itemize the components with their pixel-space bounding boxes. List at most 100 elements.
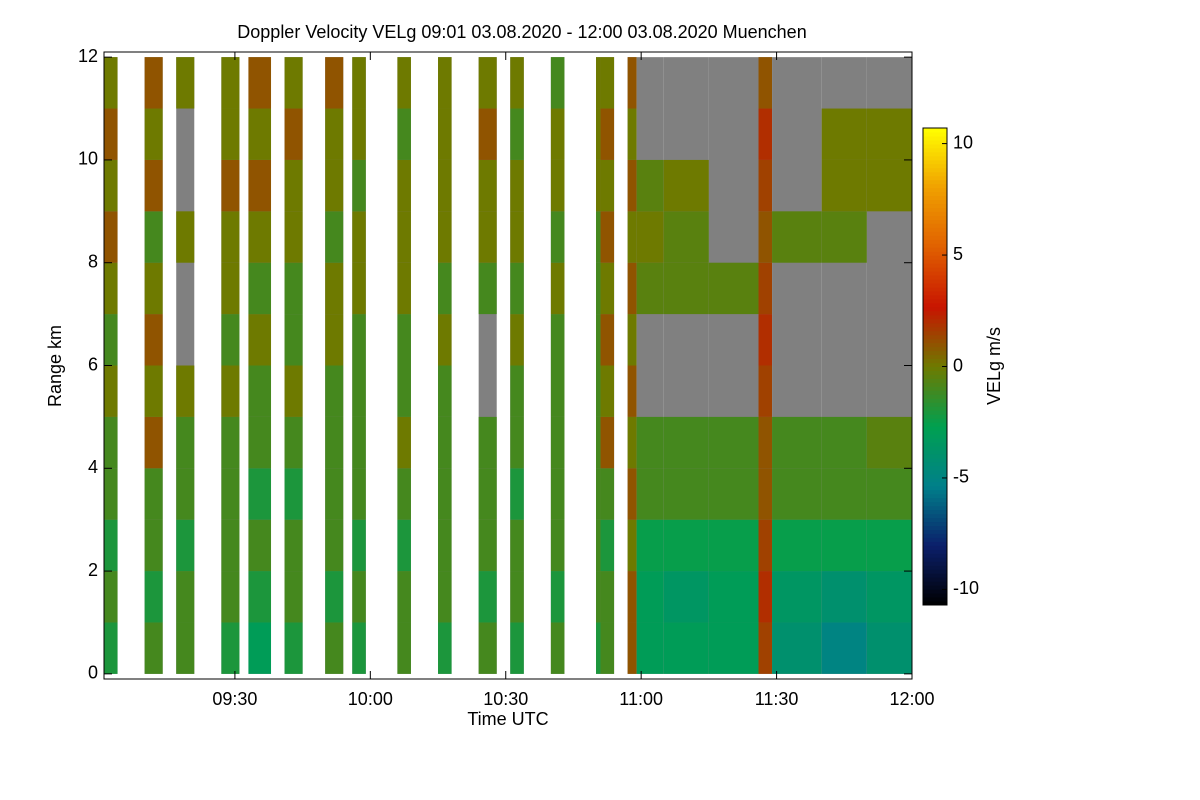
heatmap-cell <box>596 159 601 212</box>
heatmap-cell <box>596 571 601 623</box>
colorbar-swatch <box>923 171 947 177</box>
heatmap-cell <box>397 314 411 366</box>
colorbar-swatch <box>923 410 947 415</box>
heatmap-cell <box>708 468 759 520</box>
colorbar-swatch <box>923 489 947 495</box>
heatmap-cell <box>550 622 565 674</box>
heatmap-cell <box>866 468 912 520</box>
colorbar-swatch <box>923 227 947 232</box>
colorbar-swatch <box>923 553 947 558</box>
heatmap-cell <box>221 365 240 417</box>
heatmap-cell <box>821 571 867 623</box>
colorbar-swatch <box>923 565 947 570</box>
colorbar-swatch <box>923 473 947 479</box>
heatmap-cell <box>438 57 452 109</box>
heatmap-cell <box>478 159 497 212</box>
heatmap-cell <box>438 622 452 674</box>
heatmap-cell <box>221 622 240 674</box>
heatmap-cell <box>708 262 759 315</box>
colorbar-swatch <box>923 442 947 447</box>
heatmap-cell <box>758 211 773 263</box>
heatmap-cell <box>284 159 303 212</box>
heatmap-cell <box>600 416 615 469</box>
heatmap-cell <box>438 108 452 160</box>
heatmap-cell <box>478 519 497 572</box>
colorbar-swatch <box>923 310 947 316</box>
heatmap-cell <box>438 211 452 263</box>
heatmap-cell <box>144 159 163 212</box>
heatmap-cell <box>352 468 366 520</box>
heatmap-cell <box>663 622 709 674</box>
heatmap-cell <box>821 211 867 263</box>
colorbar-swatch <box>923 128 947 133</box>
heatmap-cell <box>627 622 637 674</box>
heatmap-cell <box>104 571 118 623</box>
colorbar-swatch <box>923 577 947 582</box>
colorbar-swatch <box>923 517 947 523</box>
colorbar-swatch <box>923 326 947 332</box>
heatmap-cell <box>352 159 366 212</box>
colorbar-swatch <box>923 350 947 356</box>
heatmap-cell <box>627 108 637 160</box>
heatmap-cell <box>772 571 822 623</box>
colorbar-swatch <box>923 179 947 185</box>
heatmap-cell <box>596 211 601 263</box>
heatmap-cell <box>284 108 303 160</box>
heatmap-cell <box>438 159 452 212</box>
heatmap-cell <box>438 262 452 315</box>
heatmap-cell <box>758 519 773 572</box>
heatmap-cell <box>600 57 615 109</box>
x-tick-label: 12:00 <box>889 689 934 709</box>
colorbar-swatch <box>923 573 947 578</box>
heatmap-cell <box>397 622 411 674</box>
heatmap-cell <box>821 159 867 212</box>
heatmap-cell <box>176 57 195 109</box>
heatmap-cell <box>550 571 565 623</box>
heatmap-cell <box>636 468 664 520</box>
colorbar-swatch <box>923 426 947 431</box>
colorbar-swatch <box>923 306 947 312</box>
heatmap-cell <box>636 622 664 674</box>
heatmap-cell <box>325 108 344 160</box>
colorbar-swatch <box>923 362 947 367</box>
heatmap-cell <box>600 159 615 212</box>
colorbar-swatch <box>923 155 947 161</box>
y-tick-label: 12 <box>78 46 98 66</box>
heatmap-cell <box>248 519 272 572</box>
heatmap-cell <box>866 416 912 469</box>
heatmap-cell <box>144 314 163 366</box>
colorbar-swatch <box>923 354 947 360</box>
heatmap-cell <box>397 365 411 417</box>
colorbar-swatch <box>923 255 947 260</box>
heatmap-cell <box>397 159 411 212</box>
colorbar-swatch <box>923 406 947 411</box>
heatmap-cell <box>221 416 240 469</box>
heatmap-cell <box>104 365 118 417</box>
heatmap-cell <box>221 571 240 623</box>
heatmap-cell <box>284 57 303 109</box>
heatmap-cell <box>248 262 272 315</box>
heatmap-cell <box>397 262 411 315</box>
heatmap-cell <box>144 108 163 160</box>
colorbar-swatch <box>923 195 947 201</box>
colorbar-swatch <box>923 231 947 236</box>
colorbar-swatch <box>923 513 947 519</box>
colorbar-swatch <box>923 287 947 292</box>
colorbar-swatch <box>923 597 947 602</box>
heatmap-cell <box>866 622 912 674</box>
colorbar-swatch <box>923 298 947 304</box>
heatmap-cell <box>663 159 709 212</box>
colorbar-swatch <box>923 175 947 181</box>
heatmap-cell <box>248 108 272 160</box>
heatmap-cell <box>510 57 524 109</box>
heatmap-cell <box>104 468 118 520</box>
colorbar-swatch <box>923 501 947 507</box>
heatmap-cell <box>397 211 411 263</box>
colorbar-swatch <box>923 302 947 308</box>
colorbar-swatch <box>923 382 947 387</box>
heatmap-cell <box>176 211 195 263</box>
heatmap-cell <box>176 571 195 623</box>
colorbar-swatch <box>923 557 947 562</box>
heatmap-cell <box>510 468 524 520</box>
colorbar-swatch <box>923 338 947 344</box>
